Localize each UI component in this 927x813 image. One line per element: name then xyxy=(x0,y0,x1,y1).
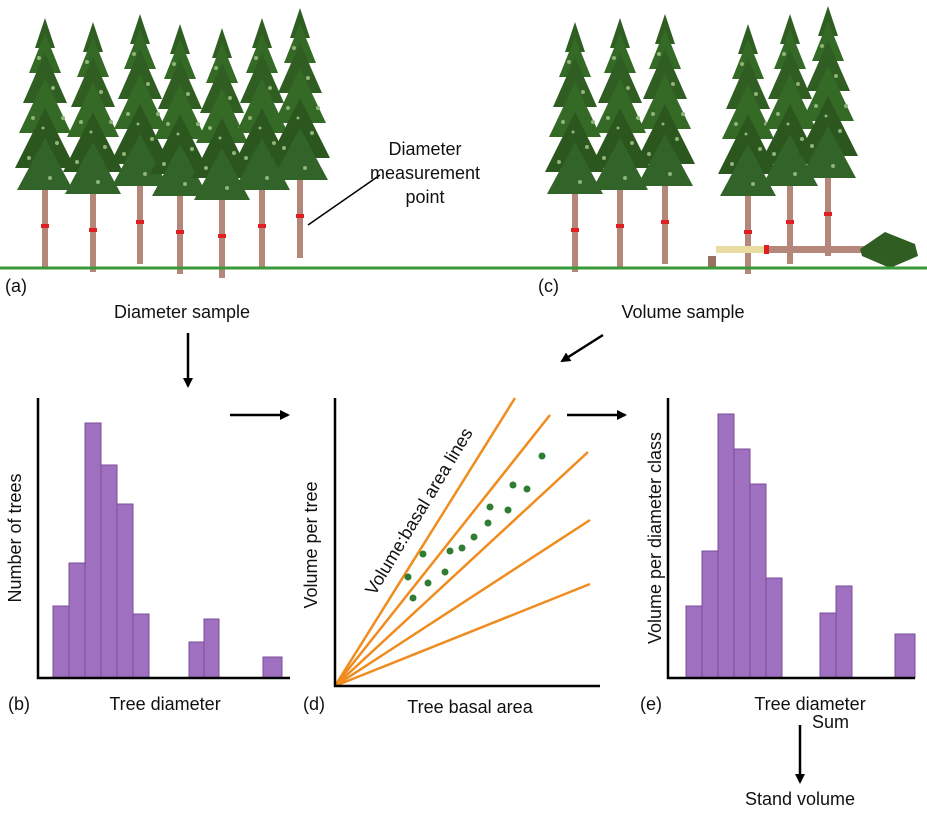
ratio-line xyxy=(334,414,551,687)
bar xyxy=(116,503,134,679)
caption: Volume sample xyxy=(621,302,744,322)
x-label: Tree basal area xyxy=(407,697,533,717)
bar xyxy=(68,562,86,679)
bar xyxy=(132,613,150,679)
axes xyxy=(333,398,600,688)
ratio-line xyxy=(334,518,591,688)
bar xyxy=(84,422,102,679)
result-label: Stand volume xyxy=(745,789,855,809)
axes xyxy=(36,398,290,680)
point xyxy=(523,485,531,493)
bar xyxy=(819,612,837,679)
ratio-line xyxy=(334,451,589,687)
panel-label: (b) xyxy=(8,694,30,714)
bar xyxy=(835,585,853,679)
bar xyxy=(188,641,205,679)
panel-label: (a) xyxy=(5,276,27,296)
sum-label: Sum xyxy=(812,712,849,732)
histogram-e xyxy=(666,398,916,680)
point xyxy=(484,519,492,527)
points xyxy=(404,452,546,602)
point xyxy=(446,547,454,555)
callout: measurement xyxy=(370,163,480,183)
point xyxy=(486,503,494,511)
histogram-b xyxy=(36,398,290,680)
x-label: Tree diameter xyxy=(754,694,865,714)
bar xyxy=(717,413,735,679)
ratio-line xyxy=(333,397,517,687)
panel-label: (c) xyxy=(538,276,559,296)
arrow xyxy=(560,333,604,363)
callout: point xyxy=(405,187,444,207)
point xyxy=(470,533,478,541)
bar xyxy=(100,464,118,679)
bar xyxy=(203,618,220,679)
callout-line xyxy=(307,174,381,226)
y-label: Number of trees xyxy=(5,473,25,602)
felled-tree xyxy=(708,232,918,268)
point xyxy=(458,544,466,552)
panel-label: (e) xyxy=(640,694,662,714)
bar xyxy=(894,633,916,679)
trees-a xyxy=(15,8,330,278)
bar xyxy=(685,605,703,679)
bar xyxy=(749,483,767,679)
point xyxy=(441,568,449,576)
tree xyxy=(545,22,605,272)
scatter-d xyxy=(333,397,600,688)
x-label: Tree diameter xyxy=(109,694,220,714)
tree xyxy=(635,14,695,264)
bar xyxy=(701,550,719,679)
bar xyxy=(733,448,751,679)
bar xyxy=(765,577,783,679)
point xyxy=(404,573,412,581)
ratio-line xyxy=(334,582,591,688)
point xyxy=(504,506,512,514)
callout: Diameter xyxy=(388,139,461,159)
trees-c xyxy=(545,6,858,274)
point xyxy=(509,481,517,489)
point xyxy=(424,579,432,587)
panel-label: (d) xyxy=(303,694,325,714)
tree xyxy=(798,6,858,256)
tree xyxy=(590,18,650,268)
caption: Diameter sample xyxy=(114,302,250,322)
point xyxy=(409,594,417,602)
point xyxy=(419,550,427,558)
bar xyxy=(262,656,283,679)
y-label: Volume per diameter class xyxy=(645,432,665,644)
y-label: Volume per tree xyxy=(301,481,321,608)
point xyxy=(538,452,546,460)
bar xyxy=(52,605,70,679)
tree xyxy=(63,22,123,272)
tree xyxy=(15,18,75,268)
axes xyxy=(666,398,915,680)
